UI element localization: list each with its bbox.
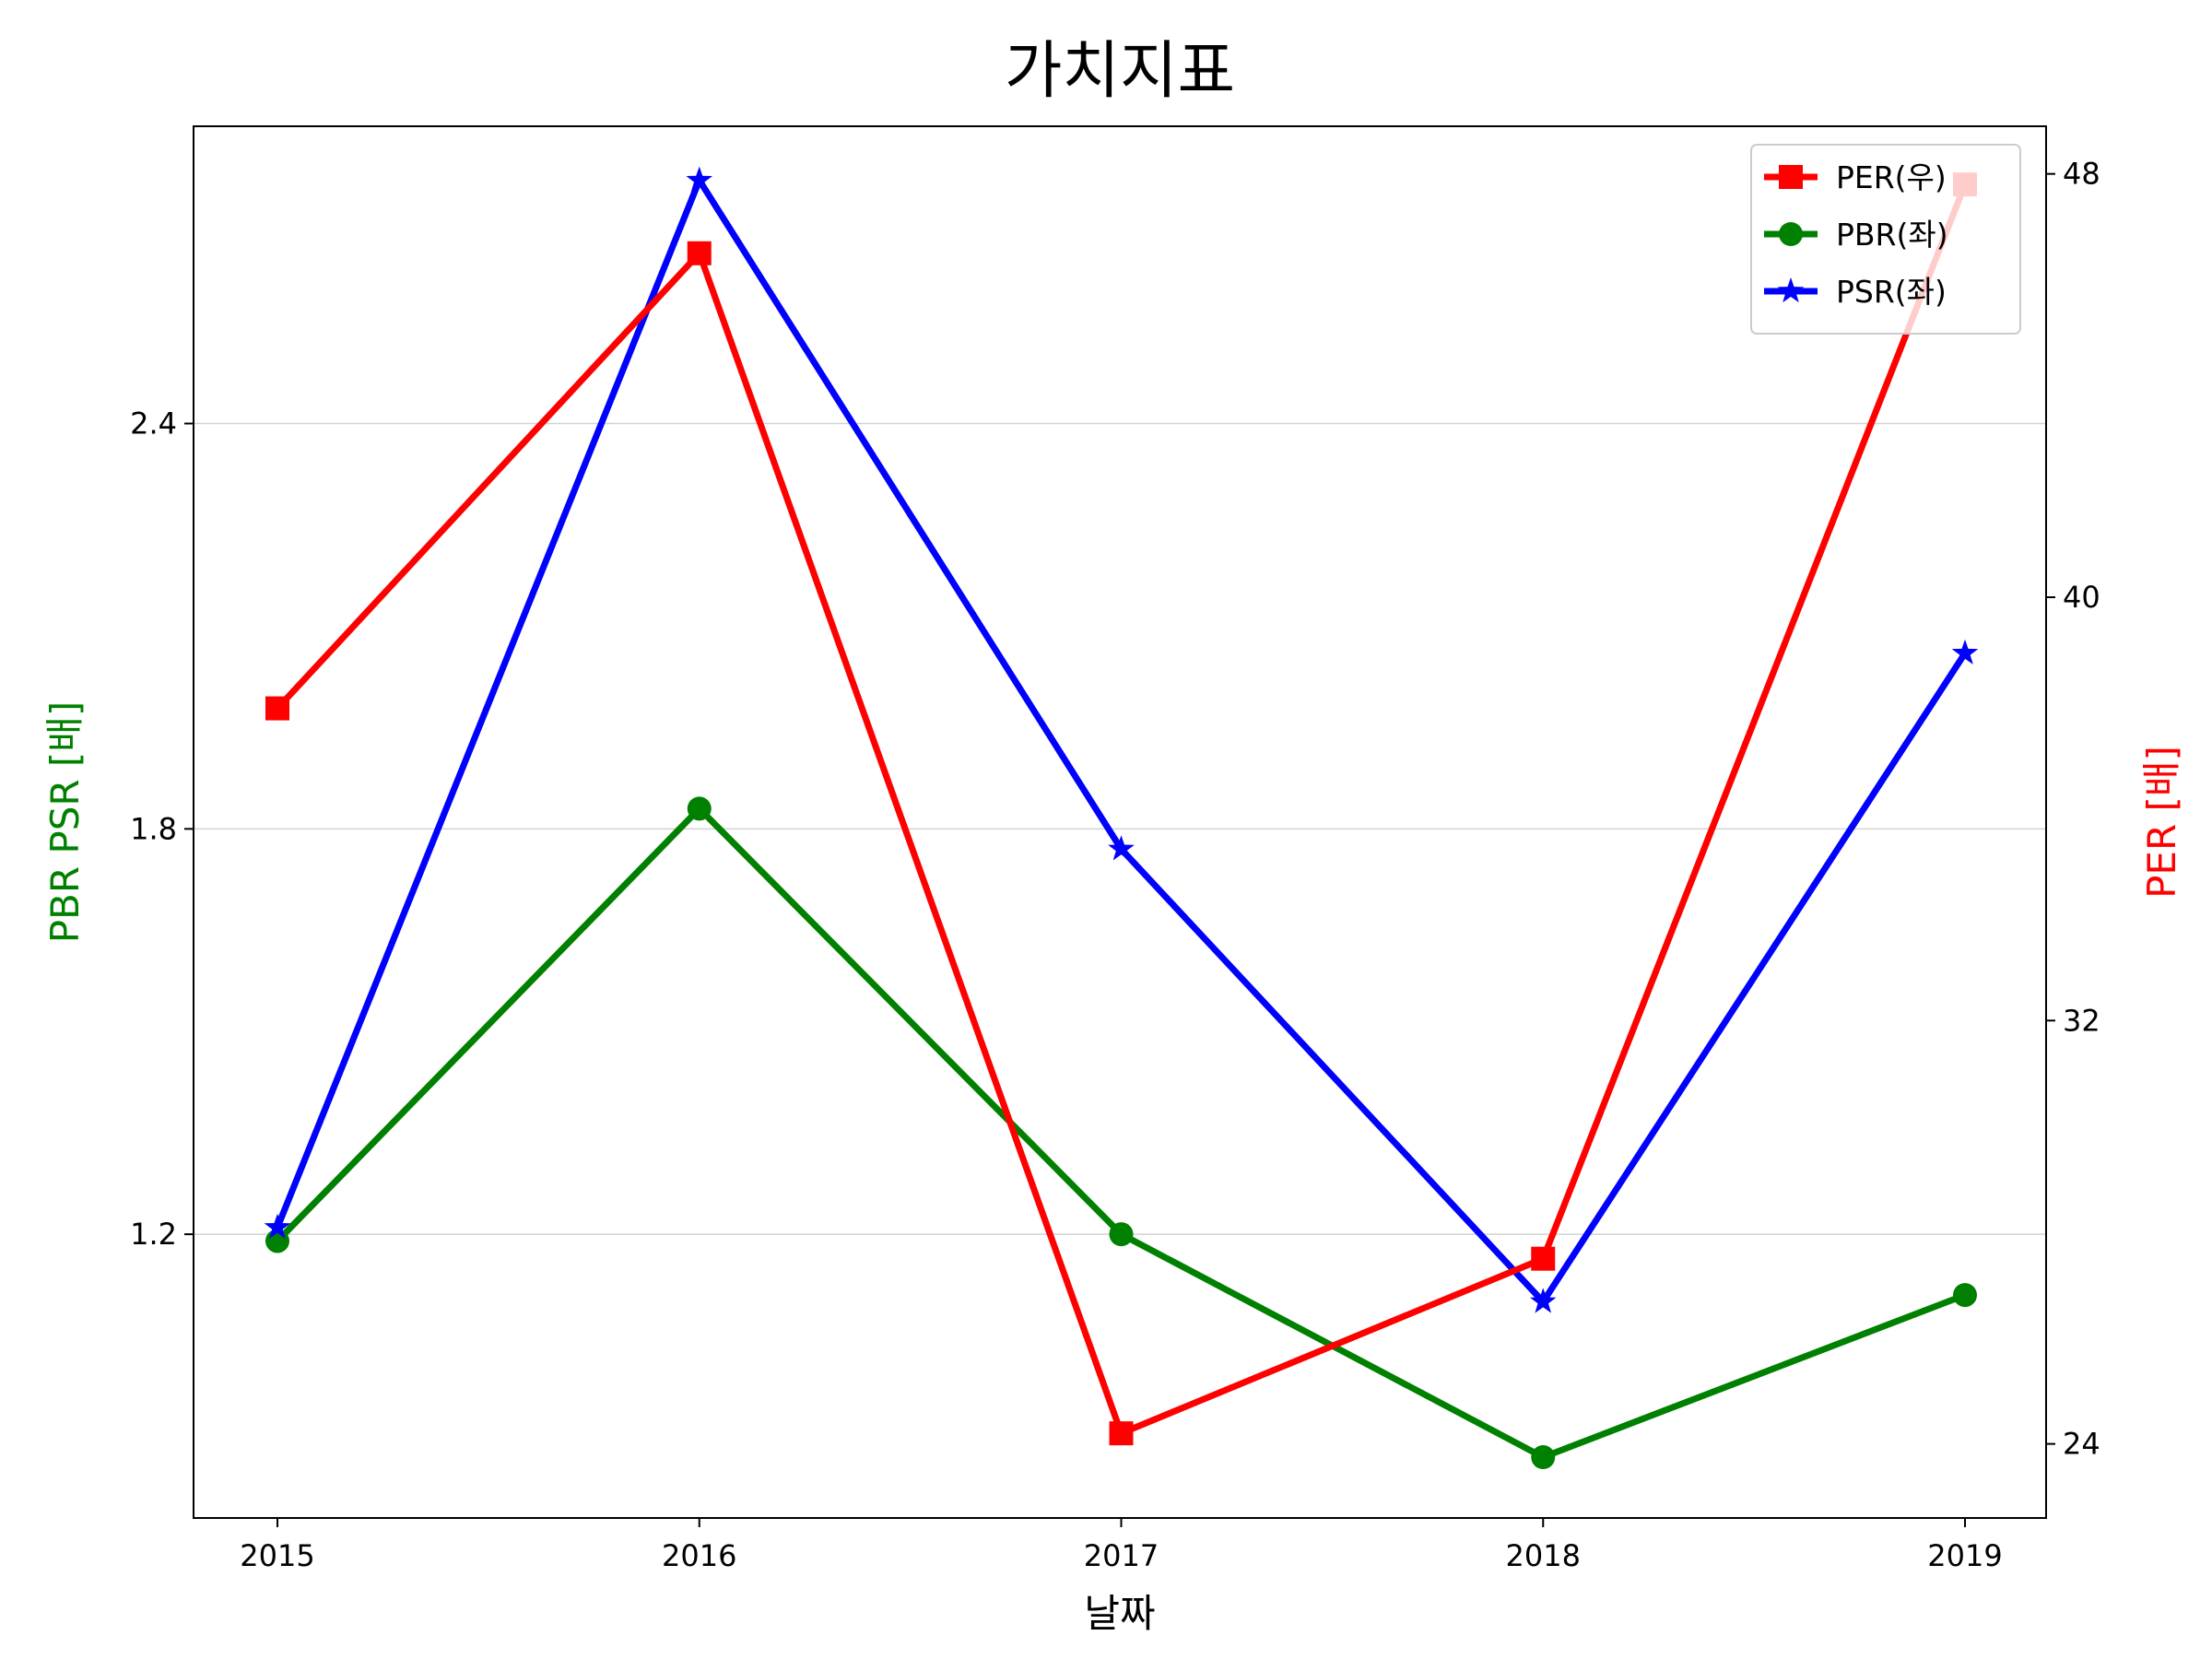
y-left-tick-label: 1.8	[130, 811, 177, 846]
legend-marker-pbr	[1779, 222, 1803, 246]
data-point-psr	[1530, 1288, 1557, 1313]
grid-lines	[194, 422, 2046, 1235]
data-point-pbr	[1109, 1222, 1134, 1247]
y-axis-left-label: PBR PSR [배]	[42, 701, 88, 944]
data-point-per	[687, 241, 712, 265]
data-point-per	[1531, 1246, 1556, 1271]
y-right-tick-label: 24	[2063, 1427, 2100, 1462]
legend-box	[1750, 144, 2021, 335]
axes-layer: 1.2 1.8 2.4 24 32 40 48 2015 2016 2017 2018 2019	[130, 157, 2100, 1573]
y-axis-right-label: PER [배]	[2139, 746, 2184, 899]
chart-title: 가치지표	[1005, 35, 1235, 108]
x-tick-label: 2019	[1927, 1538, 2002, 1573]
x-tick-label: 2018	[1506, 1538, 1581, 1573]
y-left-tick-label: 2.4	[130, 406, 177, 441]
series-line-psr	[274, 177, 1969, 1305]
series-psr	[264, 166, 1979, 1313]
data-point-per	[1109, 1421, 1134, 1446]
data-point-psr	[1951, 639, 1979, 665]
legend-label-per: PER(우)	[1836, 159, 1947, 195]
data-point-pbr	[1531, 1445, 1556, 1470]
x-axis-label: 날짜	[1084, 1591, 1155, 1636]
data-point-pbr	[1953, 1283, 1977, 1308]
series-line-pbr	[274, 805, 1969, 1461]
legend: PER(우) PBR(좌) PSR(좌)	[1750, 144, 2021, 335]
plot-frame	[193, 125, 2047, 1519]
x-tick-label: 2015	[240, 1538, 314, 1573]
y-right-tick-label: 40	[2063, 580, 2100, 615]
y-left-tick-label: 1.2	[130, 1217, 177, 1252]
data-point-pbr	[687, 796, 712, 821]
series-pbr	[265, 796, 1977, 1470]
legend-label-pbr: PBR(좌)	[1836, 217, 1948, 253]
legend-marker-per	[1779, 165, 1803, 189]
x-tick-label: 2016	[662, 1538, 736, 1573]
x-tick-label: 2017	[1084, 1538, 1159, 1573]
legend-marker-psr	[1777, 277, 1805, 303]
data-point-psr	[1108, 835, 1135, 861]
y-right-tick-label: 48	[2063, 157, 2100, 192]
series-layer	[264, 166, 1979, 1470]
data-point-per	[265, 696, 289, 721]
series-per	[265, 172, 1977, 1446]
legend-label-psr: PSR(좌)	[1836, 274, 1947, 310]
data-point-psr	[686, 166, 712, 192]
y-right-tick-label: 32	[2063, 1003, 2100, 1038]
data-point-psr	[264, 1213, 291, 1239]
